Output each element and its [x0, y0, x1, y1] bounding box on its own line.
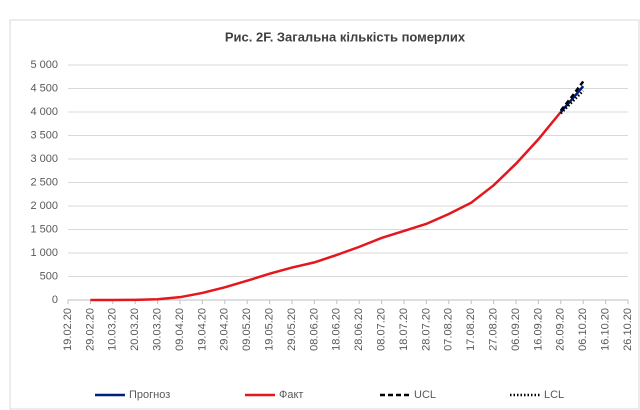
x-tick-label: 27.08.20	[488, 308, 500, 351]
x-tick-label: 16.09.20	[532, 308, 544, 351]
x-tick-label: 08.07.20	[376, 308, 388, 351]
y-tick-label: 3 500	[30, 129, 58, 141]
legend-label: Факт	[279, 389, 303, 401]
x-tick-label: 28.06.20	[353, 308, 365, 351]
y-tick-label: 4 500	[30, 82, 58, 94]
x-tick-label: 26.10.20	[622, 308, 634, 351]
x-tick-label: 09.04.20	[174, 308, 186, 351]
x-tick-label: 18.06.20	[331, 308, 343, 351]
x-tick-label: 09.05.20	[241, 308, 253, 351]
x-tick-label: 06.10.20	[577, 308, 589, 351]
series-line	[90, 111, 562, 302]
x-tick-label: 06.09.20	[510, 308, 522, 351]
x-tick-label: 29.02.20	[84, 308, 96, 351]
chart-frame	[9, 19, 640, 410]
y-tick-label: 5 000	[30, 59, 58, 71]
y-tick-label: 0	[52, 294, 58, 306]
y-tick-label: 4 000	[30, 106, 58, 118]
x-tick-label: 16.10.20	[600, 308, 612, 351]
legend-label: UCL	[414, 389, 436, 401]
y-tick-label: 1 000	[30, 247, 58, 259]
legend-label: Прогноз	[129, 389, 170, 401]
x-tick-label: 20.03.20	[129, 308, 141, 351]
x-tick-label: 30.03.20	[152, 308, 164, 351]
y-tick-label: 3 000	[30, 153, 58, 165]
x-tick-label: 19.04.20	[196, 308, 208, 351]
x-tick-label: 26.09.20	[555, 308, 567, 351]
y-tick-label: 500	[40, 270, 58, 282]
legend-label: LCL	[544, 389, 564, 401]
x-tick-label: 10.03.20	[107, 308, 119, 351]
x-tick-label: 07.08.20	[443, 308, 455, 351]
x-tick-label: 19.02.20	[62, 308, 74, 351]
x-tick-label: 29.05.20	[286, 308, 298, 351]
series-line	[559, 80, 585, 112]
chart-title: Рис. 2F. Загальна кількість померлих	[225, 29, 466, 44]
x-tick-label: 28.07.20	[420, 308, 432, 351]
y-tick-label: 2 500	[30, 176, 58, 188]
x-tick-label: 19.05.20	[264, 308, 276, 351]
x-tick-label: 18.07.20	[398, 308, 410, 351]
x-tick-label: 08.06.20	[308, 308, 320, 351]
y-tick-label: 2 000	[30, 200, 58, 212]
x-tick-label: 17.08.20	[465, 308, 477, 351]
x-tick-label: 29.04.20	[219, 308, 231, 351]
y-tick-label: 1 500	[30, 223, 58, 235]
